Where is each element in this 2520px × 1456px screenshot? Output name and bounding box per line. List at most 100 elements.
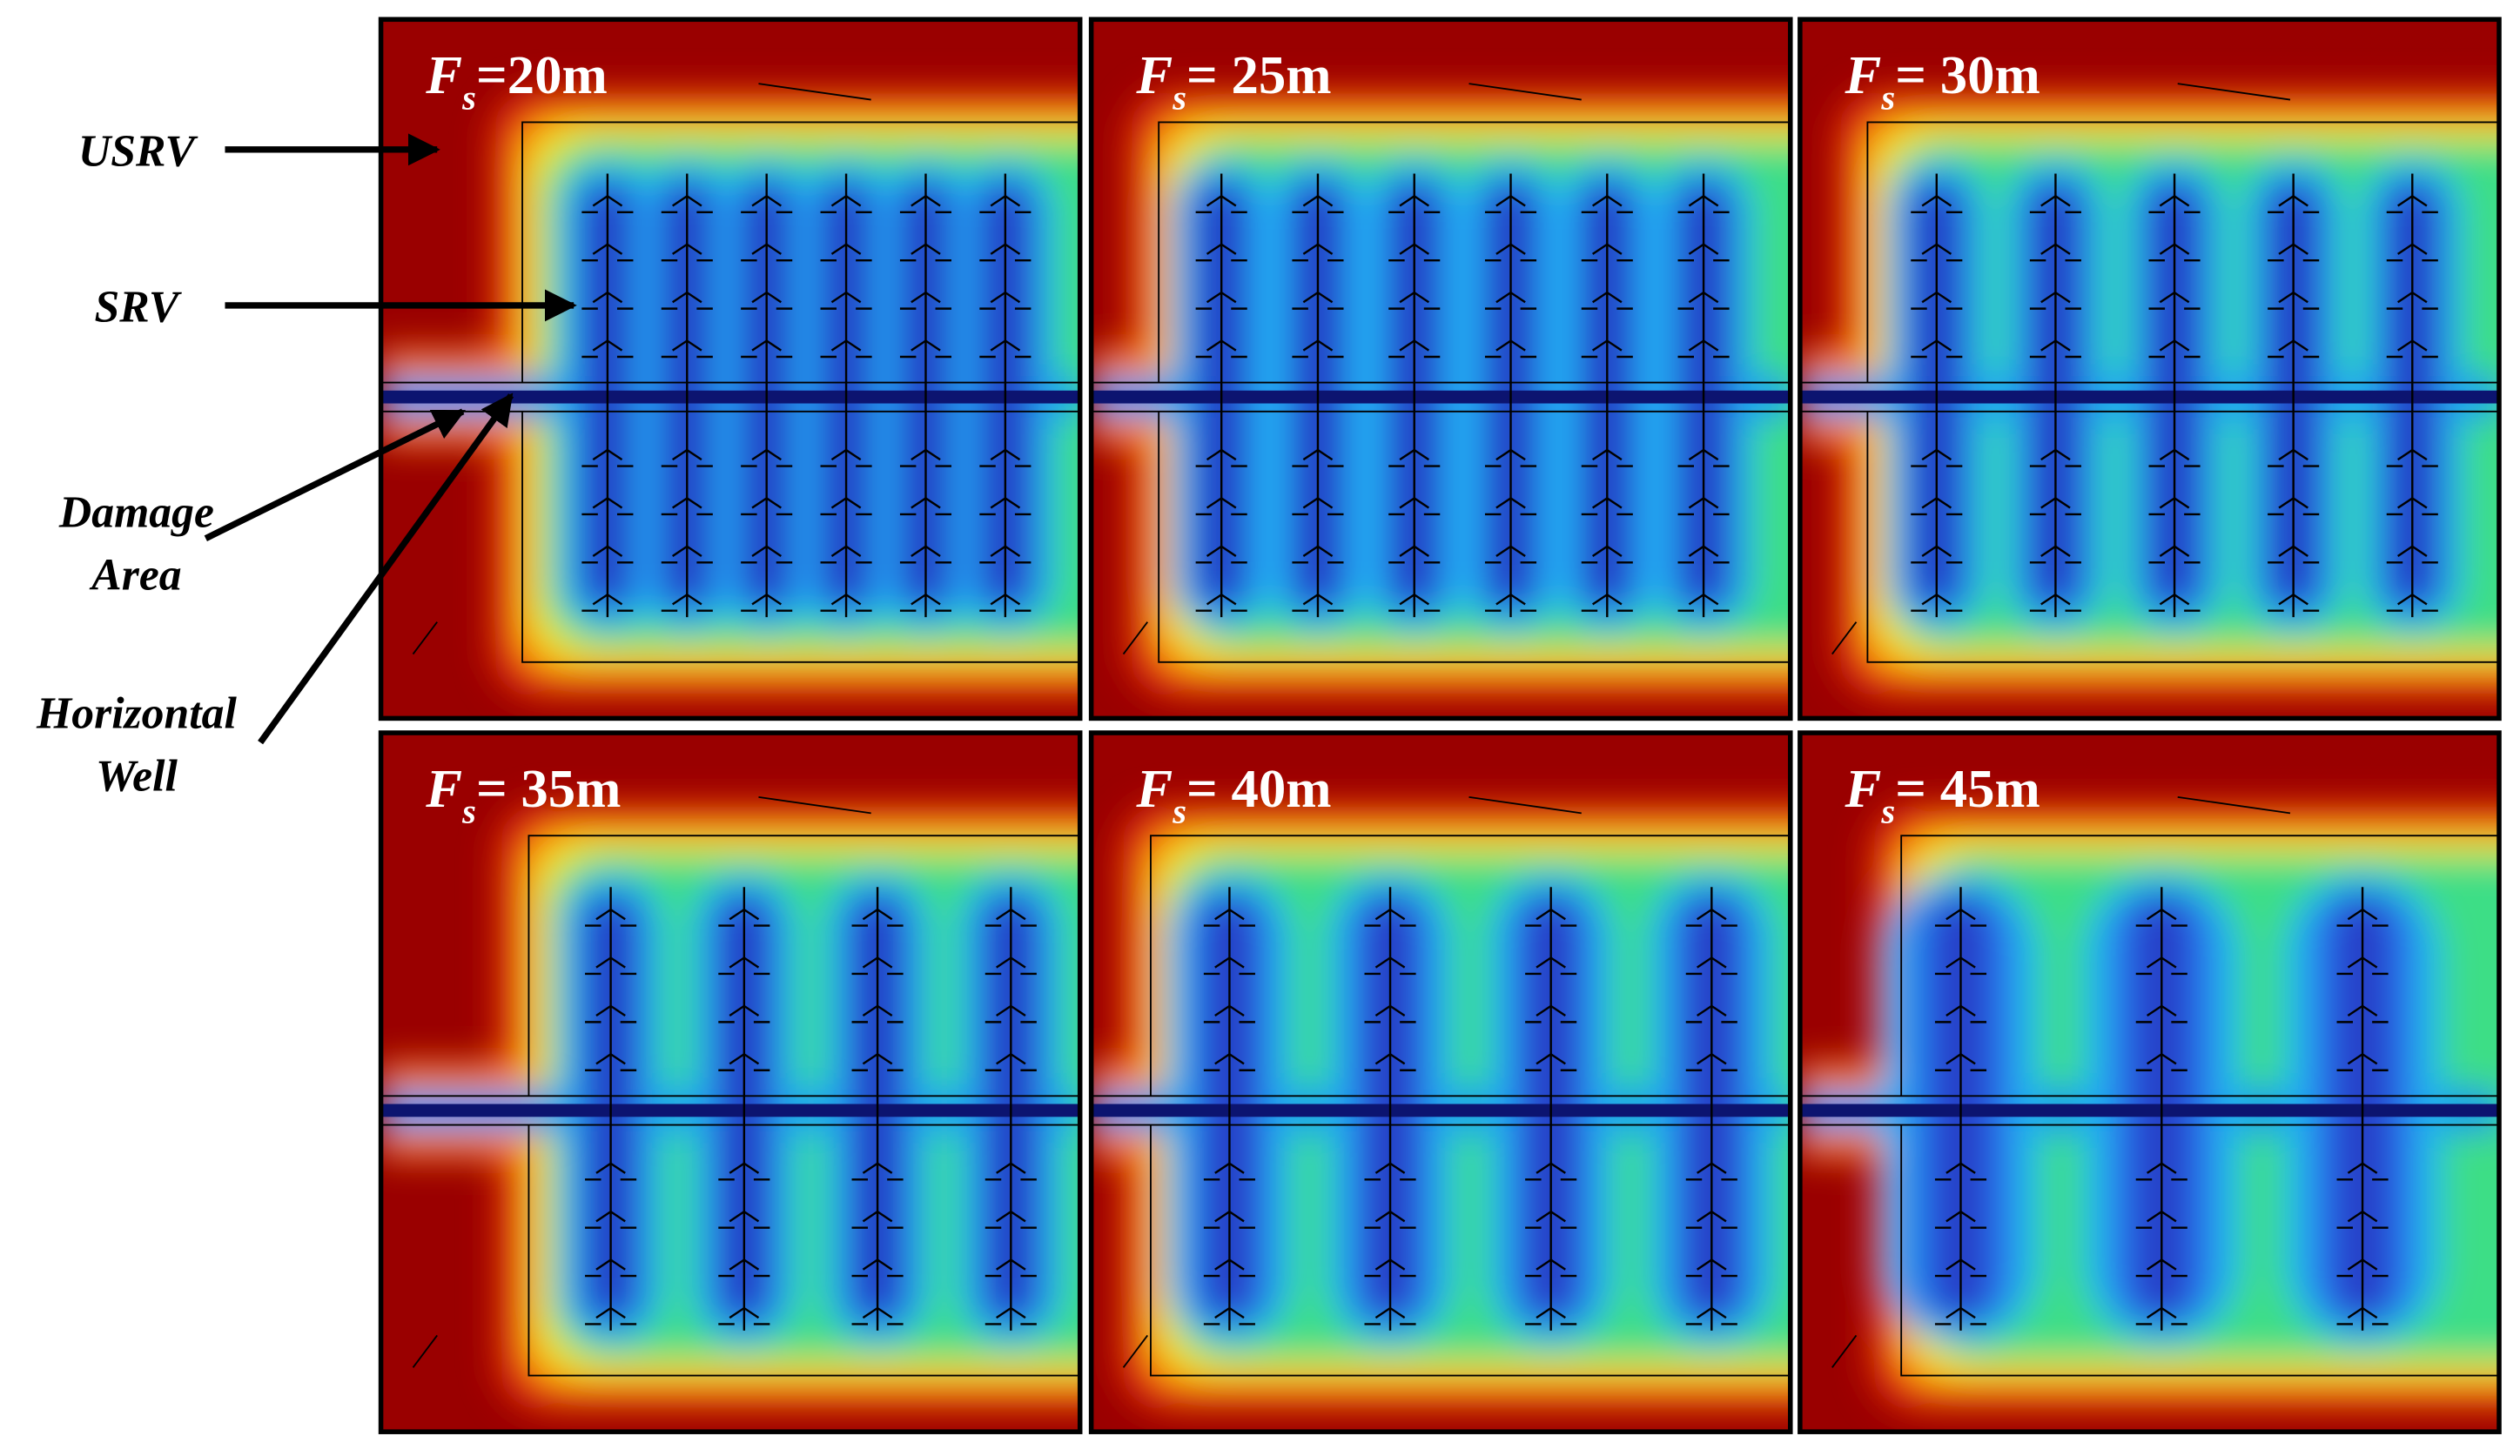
fracture <box>1292 173 1344 618</box>
fracture-branch <box>862 1258 893 1271</box>
fracture-branch <box>1921 593 1952 606</box>
fracture-branch <box>830 194 862 207</box>
fracture-branch <box>911 339 941 352</box>
fracture-branch <box>1697 1052 1727 1065</box>
fracture-branch <box>751 243 782 255</box>
fracture-branch <box>729 1306 760 1319</box>
fracture-branch <box>1302 243 1334 255</box>
natural-fracture <box>2177 83 2291 101</box>
fracture-branch <box>1592 339 1623 352</box>
fracture-branch <box>1302 593 1334 606</box>
well <box>1799 390 2499 404</box>
fracture-branch <box>1592 545 1623 557</box>
natural-fracture <box>1831 621 1858 655</box>
fracture-branch <box>1214 1306 1245 1319</box>
fracture-branch <box>1697 908 1727 921</box>
fracture-branch <box>672 448 702 461</box>
fracture-branch <box>2397 291 2428 304</box>
fracture-branch <box>1921 448 1952 461</box>
fracture-branch <box>1697 956 1727 969</box>
fracture <box>851 887 904 1331</box>
srv-boundary <box>521 121 1080 383</box>
fracture-branch <box>862 1052 893 1065</box>
panel-border <box>378 17 1083 721</box>
fracture-branch <box>1945 1162 1976 1174</box>
fracture-branch <box>729 1162 760 1174</box>
fracture-branch <box>1214 1162 1245 1174</box>
panel: Fs= 25m <box>1088 17 1793 721</box>
fracture-branch <box>1688 194 1719 207</box>
fracture-branch <box>2397 497 2428 509</box>
fracture-branch <box>595 1258 626 1271</box>
fracture-branch <box>595 956 626 969</box>
fracture <box>741 173 793 618</box>
fracture-branch <box>1399 339 1430 352</box>
panel-value: = 40m <box>1186 758 1332 819</box>
fracture-branch <box>1921 545 1952 557</box>
fracture-branch <box>1945 908 1976 921</box>
fracture-branch <box>1921 291 1952 304</box>
fracture-branch <box>2159 291 2190 304</box>
natural-fracture <box>758 83 871 101</box>
fracture-branch <box>1697 1162 1727 1174</box>
fracture <box>1364 887 1416 1331</box>
fracture-branch <box>2397 339 2428 352</box>
fracture-branch <box>1536 956 1566 969</box>
panel-title: Fs= 25m <box>1135 44 1331 117</box>
fracture-branch <box>911 497 941 509</box>
fracture-branch <box>1495 593 1526 606</box>
fracture <box>2148 173 2201 618</box>
fracture <box>2268 173 2320 618</box>
panel-value: = 30m <box>1895 44 2040 105</box>
fracture <box>2135 887 2187 1331</box>
annotation-label: Area <box>89 551 181 601</box>
fracture-branch <box>751 497 782 509</box>
fracture-branch <box>2397 194 2428 207</box>
natural-fracture <box>1122 621 1148 655</box>
fracture-branch <box>1214 908 1245 921</box>
fracture <box>581 173 634 618</box>
fracture-branch <box>751 545 782 557</box>
panel-border <box>378 730 1083 1434</box>
fracture-branch <box>1206 497 1237 509</box>
panel: Fs=20m <box>378 17 1083 721</box>
panel-symbol: F <box>425 44 462 105</box>
fracture-branch <box>2146 1210 2177 1223</box>
fracture <box>1934 887 1987 1331</box>
fracture-branch <box>672 593 702 606</box>
fracture-branch <box>1536 1258 1566 1271</box>
fracture-branch <box>2278 243 2308 255</box>
fracture-branch <box>1945 956 1976 969</box>
fracture <box>1677 173 1730 618</box>
fracture-branch <box>595 1004 626 1017</box>
fracture-branch <box>830 545 862 557</box>
fracture-branch <box>1592 497 1623 509</box>
natural-fracture <box>1122 1334 1148 1368</box>
fracture-branch <box>862 956 893 969</box>
well <box>1091 390 1791 404</box>
panel-field <box>380 19 1080 719</box>
fracture-branch <box>1374 1004 1406 1017</box>
natural-fracture <box>1831 1334 1858 1368</box>
well <box>380 1104 1080 1117</box>
fracture <box>585 887 637 1331</box>
fracture-branch <box>1536 1162 1566 1174</box>
fracture-branch <box>830 497 862 509</box>
fracture-branch <box>592 243 623 255</box>
fracture-branch <box>592 194 623 207</box>
panel-subscript: s <box>1880 78 1895 117</box>
fracture-branch <box>729 908 760 921</box>
natural-fracture <box>1468 83 1582 101</box>
fracture-branch <box>996 1210 1026 1223</box>
panel-field <box>1091 19 1791 719</box>
fracture-branch <box>996 1162 1026 1174</box>
fracture-branch <box>1374 1258 1406 1271</box>
fracture-branch <box>729 1258 760 1271</box>
fracture-branch <box>862 908 893 921</box>
fracture-branch <box>2397 243 2428 255</box>
fracture-branch <box>1536 1210 1566 1223</box>
fracture-branch <box>1697 1004 1727 1017</box>
fracture-branch <box>2040 497 2071 509</box>
fracture-branch <box>1206 545 1237 557</box>
fracture-branch <box>2146 1258 2177 1271</box>
